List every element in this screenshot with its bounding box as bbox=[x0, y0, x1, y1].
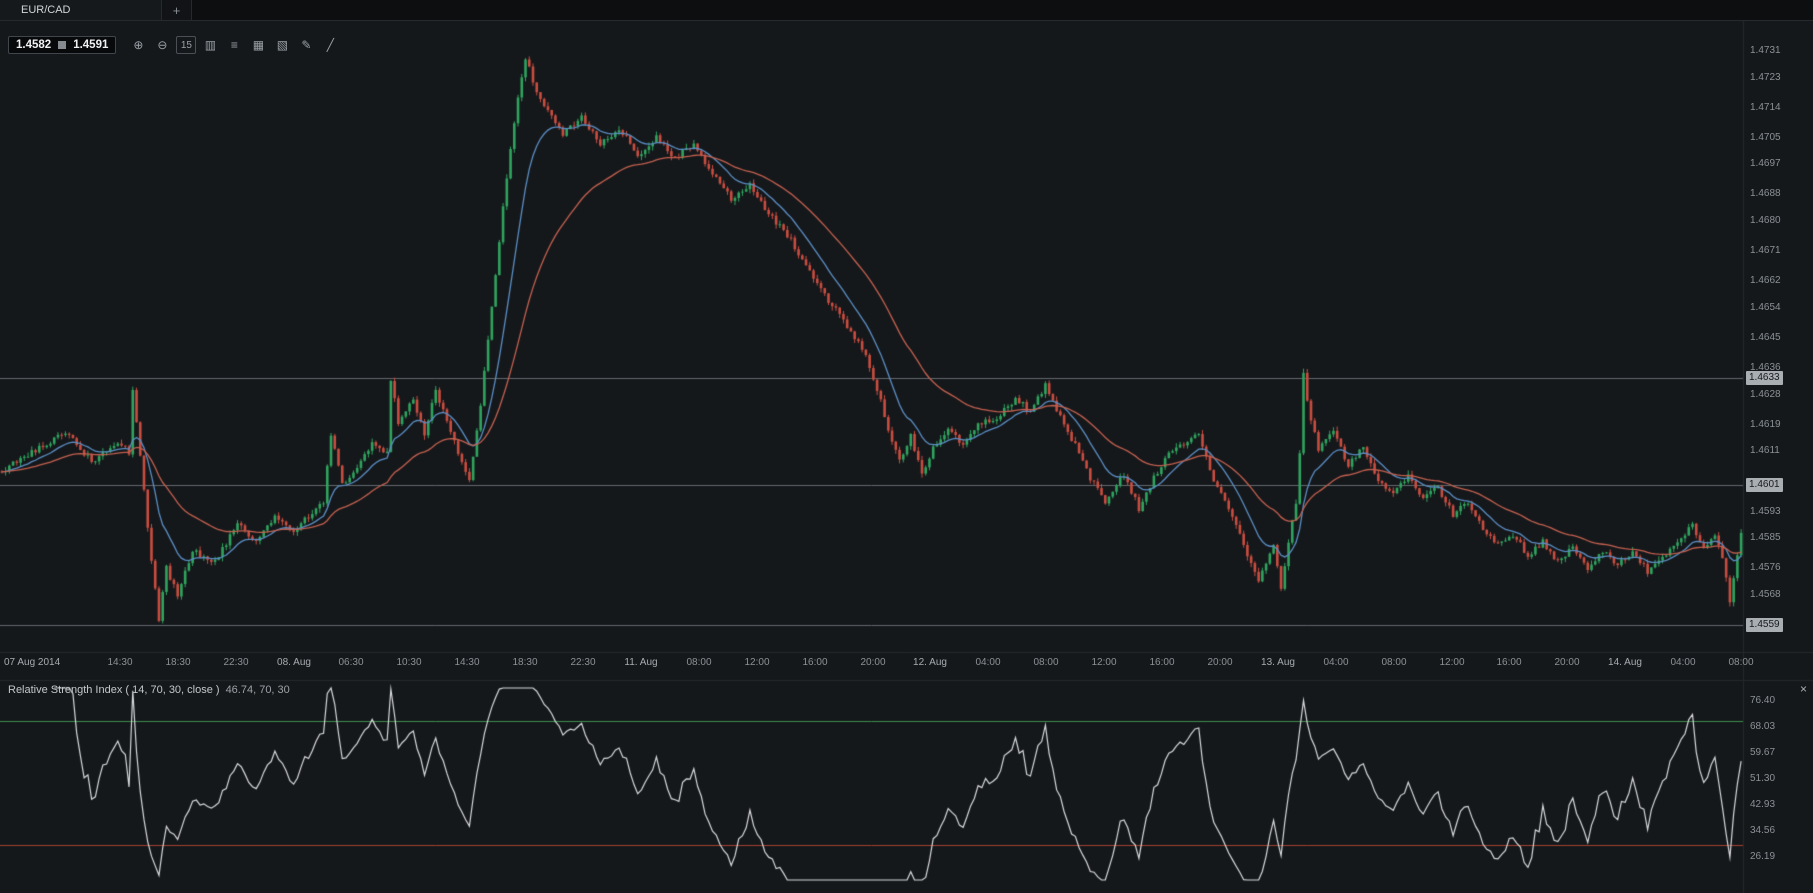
price-axis-label: 1.4723 bbox=[1750, 72, 1781, 83]
annotate-icon[interactable]: ✎ bbox=[301, 38, 312, 52]
time-axis-label: 22:30 bbox=[223, 657, 249, 668]
price-axis-label: 1.4568 bbox=[1750, 589, 1781, 600]
time-axis-label: 22:30 bbox=[570, 657, 596, 668]
price-axis-label: 1.4654 bbox=[1750, 302, 1781, 313]
rsi-axis-label: 42.93 bbox=[1750, 799, 1776, 810]
time-axis-label: 14:30 bbox=[107, 657, 133, 668]
price-axis-label: 1.4705 bbox=[1750, 132, 1781, 143]
tab-bar: EUR/CAD + bbox=[0, 0, 1813, 21]
price-axis-label: 1.4662 bbox=[1750, 275, 1781, 286]
price-axis-label: 1.4619 bbox=[1750, 419, 1781, 430]
price-axis-label: 1.4593 bbox=[1750, 506, 1781, 517]
price-level-tag: 1.4559 bbox=[1746, 618, 1783, 632]
rsi-indicator-label: Relative Strength Index ( 14, 70, 30, cl… bbox=[8, 684, 290, 696]
time-axis-label: 12:00 bbox=[1091, 657, 1117, 668]
price-level-tag: 1.4633 bbox=[1746, 371, 1783, 385]
time-axis-label: 11. Aug bbox=[624, 657, 658, 668]
price-axis-label: 1.4697 bbox=[1750, 158, 1781, 169]
time-axis-label: 18:30 bbox=[512, 657, 538, 668]
price-axis-label: 1.4585 bbox=[1750, 532, 1781, 543]
tab-eurcad[interactable]: EUR/CAD bbox=[0, 0, 162, 20]
link-icon[interactable]: ▧ bbox=[276, 38, 289, 52]
price-axis-label: 1.4628 bbox=[1750, 389, 1781, 400]
time-axis-label: 06:30 bbox=[338, 657, 364, 668]
time-axis-label: 20:00 bbox=[1554, 657, 1580, 668]
new-tab-button[interactable]: + bbox=[162, 0, 192, 20]
chart-style-icon[interactable]: ▥ bbox=[204, 38, 217, 52]
time-axis-label: 13. Aug bbox=[1261, 657, 1295, 668]
time-axis-label: 12:00 bbox=[744, 657, 770, 668]
tab-label: EUR/CAD bbox=[21, 4, 71, 16]
time-axis-label: 12. Aug bbox=[913, 657, 947, 668]
time-axis-label: 14. Aug bbox=[1608, 657, 1642, 668]
timeframe-button[interactable]: 15 bbox=[176, 36, 197, 54]
price-axis-label: 1.4576 bbox=[1750, 562, 1781, 573]
price-axis-label: 1.4680 bbox=[1750, 215, 1781, 226]
time-axis-label: 08. Aug bbox=[277, 657, 311, 668]
rsi-values: 46.74, 70, 30 bbox=[225, 684, 290, 696]
time-axis-label: 08:00 bbox=[686, 657, 712, 668]
buy-price-button[interactable]: 1.4591 bbox=[73, 39, 109, 51]
time-axis-label: 16:00 bbox=[1496, 657, 1522, 668]
time-axis-label: 04:00 bbox=[1323, 657, 1349, 668]
time-axis-label: 20:00 bbox=[860, 657, 886, 668]
line-tool-icon[interactable]: ╱ bbox=[326, 38, 334, 52]
zoom-in-icon[interactable]: ⊕ bbox=[133, 38, 144, 52]
price-axis-label: 1.4731 bbox=[1750, 45, 1781, 56]
price-axis-label: 1.4688 bbox=[1750, 188, 1781, 199]
rsi-axis-label: 34.56 bbox=[1750, 825, 1776, 836]
time-axis-label: 18:30 bbox=[165, 657, 191, 668]
zoom-out-icon[interactable]: ⊖ bbox=[157, 38, 168, 52]
rsi-axis-label: 51.30 bbox=[1750, 773, 1776, 784]
chart-toolbar: 1.4582 1.4591 ⊕ ⊖ 15 ▥ ≡ ▦ ▧ ✎ ╱ bbox=[8, 36, 340, 54]
rsi-title: Relative Strength Index ( 14, 70, 30, cl… bbox=[8, 684, 220, 696]
rsi-axis-label: 76.40 bbox=[1750, 695, 1776, 706]
time-axis-label: 08:00 bbox=[1033, 657, 1059, 668]
time-axis-label: 04:00 bbox=[975, 657, 1001, 668]
sell-price-button[interactable]: 1.4582 bbox=[16, 39, 52, 51]
compare-icon[interactable]: ▦ bbox=[252, 38, 265, 52]
time-axis-label: 07 Aug 2014 bbox=[4, 657, 61, 668]
time-axis-label: 12:00 bbox=[1439, 657, 1465, 668]
time-axis-label: 16:00 bbox=[1149, 657, 1175, 668]
rsi-axis-label: 68.03 bbox=[1750, 721, 1776, 732]
time-axis-label: 04:00 bbox=[1670, 657, 1696, 668]
price-axis-label: 1.4636 bbox=[1750, 362, 1781, 373]
indicators-icon[interactable]: ≡ bbox=[230, 38, 238, 52]
price-level-tag: 1.4601 bbox=[1746, 478, 1783, 492]
rsi-axis-label: 26.19 bbox=[1750, 851, 1776, 862]
price-axis-label: 1.4611 bbox=[1750, 445, 1780, 456]
time-axis-label: 08:00 bbox=[1381, 657, 1407, 668]
rsi-axis-label: 59.67 bbox=[1750, 747, 1776, 758]
price-axis-label: 1.4671 bbox=[1750, 245, 1781, 256]
toolbar-icons: ⊕ ⊖ 15 ▥ ≡ ▦ ▧ ✎ ╱ bbox=[128, 36, 340, 54]
price-axis-label: 1.4714 bbox=[1750, 102, 1781, 113]
time-axis-label: 10:30 bbox=[396, 657, 422, 668]
rsi-close-button[interactable]: × bbox=[1799, 682, 1807, 696]
quote-widget: 1.4582 1.4591 bbox=[8, 36, 117, 54]
time-axis-label: 14:30 bbox=[454, 657, 480, 668]
price-axis-label: 1.4645 bbox=[1750, 332, 1781, 343]
time-axis-label: 08:00 bbox=[1728, 657, 1754, 668]
spread-icon bbox=[58, 41, 67, 49]
time-axis-label: 16:00 bbox=[802, 657, 828, 668]
time-axis-label: 20:00 bbox=[1207, 657, 1233, 668]
